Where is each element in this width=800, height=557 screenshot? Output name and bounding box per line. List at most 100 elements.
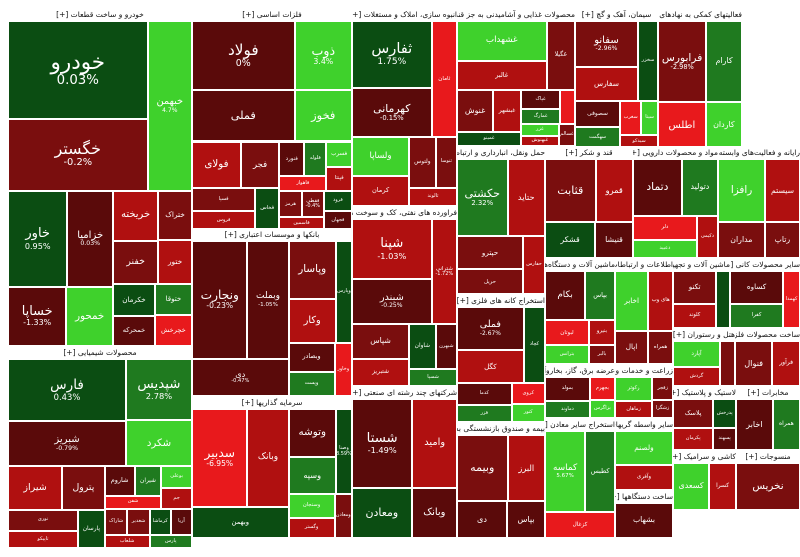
symbol-tile[interactable]: خچرخش bbox=[154, 315, 192, 346]
symbol-tile[interactable]: بپاس bbox=[507, 501, 545, 538]
sector-title[interactable]: منسوجات [+] bbox=[745, 452, 791, 461]
sector-title[interactable]: سایر محصولات کانی [+] bbox=[730, 260, 800, 269]
symbol-tile[interactable]: های وب bbox=[648, 271, 673, 331]
symbol-tile[interactable]: کگل bbox=[457, 350, 524, 383]
symbol-tile[interactable]: حکشتی 2.32% bbox=[457, 159, 508, 237]
symbol-tile[interactable]: شبریز -0.79% bbox=[8, 420, 126, 467]
symbol-tile[interactable]: کطبس bbox=[585, 431, 615, 513]
sector-title[interactable]: مواد و محصولات دارویی [+] bbox=[633, 148, 718, 157]
symbol-tile[interactable]: فملی bbox=[192, 90, 295, 142]
symbol-tile[interactable]: وامید bbox=[412, 399, 457, 489]
symbol-tile[interactable]: خودرو 0.03% bbox=[8, 21, 148, 119]
sector-title[interactable]: ساخت دستگاهها [+] bbox=[615, 492, 673, 501]
symbol-tile[interactable]: غنوش bbox=[457, 90, 494, 132]
symbol-tile[interactable]: وبصادر bbox=[288, 343, 335, 373]
sector-title[interactable]: ماشین آلات و تجهیزات [+] bbox=[673, 260, 730, 269]
symbol-tile[interactable]: رافزا bbox=[718, 159, 766, 223]
symbol-tile[interactable]: غمارگ bbox=[520, 108, 561, 125]
symbol-tile[interactable]: وبانک bbox=[411, 488, 457, 538]
symbol-tile[interactable]: رتاپ bbox=[764, 222, 800, 258]
symbol-tile[interactable]: دعبید bbox=[633, 239, 697, 258]
symbol-tile[interactable]: کسعدی bbox=[673, 463, 710, 510]
symbol-tile[interactable]: فزر bbox=[457, 404, 512, 422]
symbol-tile[interactable]: کماسه 5.67% bbox=[545, 431, 586, 513]
symbol-tile[interactable]: غبشهر bbox=[493, 90, 521, 132]
symbol-tile[interactable]: زفجر bbox=[652, 377, 673, 401]
symbol-tile[interactable]: شستا -1.49% bbox=[352, 399, 413, 489]
symbol-tile[interactable]: سیستم bbox=[765, 159, 800, 223]
symbol-tile[interactable]: شلعاب bbox=[104, 535, 150, 548]
symbol-tile[interactable]: دلر bbox=[633, 215, 697, 240]
symbol-tile[interactable]: اطلس bbox=[658, 102, 706, 148]
symbol-tile[interactable]: کارام bbox=[706, 21, 742, 103]
symbol-tile[interactable]: وخاور bbox=[334, 343, 352, 396]
symbol-tile[interactable]: غشهداب bbox=[457, 21, 547, 61]
symbol-tile[interactable]: قثابت bbox=[545, 159, 596, 223]
symbol-tile[interactable]: نخریس bbox=[736, 463, 800, 510]
symbol-tile[interactable]: وگستر bbox=[288, 518, 335, 538]
symbol-tile[interactable]: کلوند bbox=[673, 303, 717, 328]
symbol-tile[interactable]: شاروم bbox=[104, 466, 135, 496]
symbol-tile[interactable]: فقطی -0.4% bbox=[301, 191, 324, 218]
symbol-tile[interactable]: بکام bbox=[545, 271, 586, 321]
sector-title[interactable]: مخابرات [+] bbox=[747, 388, 789, 397]
symbol-tile[interactable]: وکار bbox=[288, 298, 336, 344]
symbol-tile[interactable]: کچاد bbox=[523, 307, 545, 383]
symbol-tile[interactable]: ختور bbox=[158, 239, 192, 284]
symbol-tile[interactable]: شبهرن bbox=[435, 323, 457, 370]
symbol-tile[interactable]: غسالم bbox=[558, 124, 575, 146]
symbol-tile[interactable]: وپارس bbox=[335, 241, 352, 344]
symbol-tile[interactable]: فملی -2.67% bbox=[457, 307, 524, 351]
symbol-tile[interactable]: کزغال bbox=[545, 512, 615, 538]
symbol-tile[interactable]: جم bbox=[161, 488, 192, 509]
symbol-tile[interactable]: تکنو bbox=[673, 271, 717, 304]
symbol-tile[interactable]: زکوثر bbox=[615, 377, 653, 401]
symbol-tile[interactable] bbox=[720, 341, 735, 386]
symbol-tile[interactable]: کدما bbox=[457, 382, 512, 405]
symbol-tile[interactable]: پارسان bbox=[78, 509, 105, 548]
symbol-tile[interactable]: همراه bbox=[648, 330, 673, 364]
sector-title[interactable]: شرکتهای چند رشته ای صنعتی [+] bbox=[352, 388, 457, 397]
symbol-tile[interactable]: پسهند bbox=[713, 428, 736, 450]
symbol-tile[interactable]: وصنا 8.59% bbox=[335, 409, 352, 495]
symbol-tile[interactable]: شپاس bbox=[352, 323, 410, 359]
sector-title[interactable]: سایر واسطه گریهای مالی [+] bbox=[615, 420, 673, 429]
symbol-tile[interactable]: خمحرکه bbox=[113, 315, 155, 346]
symbol-tile[interactable]: کنور bbox=[511, 404, 545, 422]
symbol-tile[interactable]: سدبیر -6.95% bbox=[192, 409, 248, 507]
sector-title[interactable]: استخراج کانه های فلزی [+] bbox=[457, 296, 545, 305]
symbol-tile[interactable]: نوری bbox=[8, 509, 78, 531]
symbol-tile[interactable]: بترانس bbox=[545, 345, 589, 364]
symbol-tile[interactable]: وبیمه bbox=[457, 435, 508, 502]
symbol-tile[interactable]: فجر bbox=[240, 141, 280, 189]
symbol-tile[interactable]: کاردان bbox=[705, 102, 742, 148]
sector-title[interactable]: هتل و رستوران [+] bbox=[673, 330, 735, 339]
symbol-tile[interactable]: شاراک bbox=[104, 508, 128, 536]
symbol-tile[interactable]: ومعادن bbox=[334, 494, 352, 538]
symbol-tile[interactable]: خاور 0.95% bbox=[8, 190, 68, 287]
symbol-tile[interactable]: اخابر bbox=[615, 271, 649, 331]
symbol-tile[interactable]: فارس 0.43% bbox=[8, 359, 126, 421]
symbol-tile[interactable]: ختراک bbox=[158, 190, 192, 240]
symbol-tile[interactable]: پلاسک bbox=[673, 399, 714, 429]
symbol-tile[interactable]: کرمان bbox=[352, 175, 410, 206]
symbol-tile[interactable]: اخابر bbox=[736, 399, 773, 450]
symbol-tile[interactable]: دی -0.47% bbox=[192, 358, 289, 396]
symbol-tile[interactable]: بپاس bbox=[585, 271, 615, 321]
sector-title[interactable]: محصولات شیمیایی [+] bbox=[63, 348, 137, 357]
symbol-tile[interactable]: پترول bbox=[62, 466, 105, 510]
symbol-tile[interactable]: همراه bbox=[772, 399, 800, 450]
symbol-tile[interactable]: شپنا -1.03% bbox=[352, 219, 432, 280]
symbol-tile[interactable]: فرود bbox=[323, 191, 352, 211]
symbol-tile[interactable]: البرز bbox=[507, 435, 545, 502]
symbol-tile[interactable] bbox=[560, 90, 575, 125]
symbol-tile[interactable]: کهرمانی -0.15% bbox=[352, 87, 432, 137]
symbol-tile[interactable]: فسپا bbox=[192, 188, 256, 212]
symbol-tile[interactable]: اپال bbox=[615, 330, 648, 364]
symbol-tile[interactable]: فخاس bbox=[255, 188, 280, 230]
symbol-tile[interactable]: سیتا bbox=[641, 100, 658, 136]
symbol-tile[interactable]: دکیمی bbox=[696, 215, 718, 258]
symbol-tile[interactable]: دی bbox=[457, 501, 508, 538]
symbol-tile[interactable]: کسرا bbox=[709, 463, 736, 510]
symbol-tile[interactable]: شترانی -1.72% bbox=[431, 219, 457, 324]
